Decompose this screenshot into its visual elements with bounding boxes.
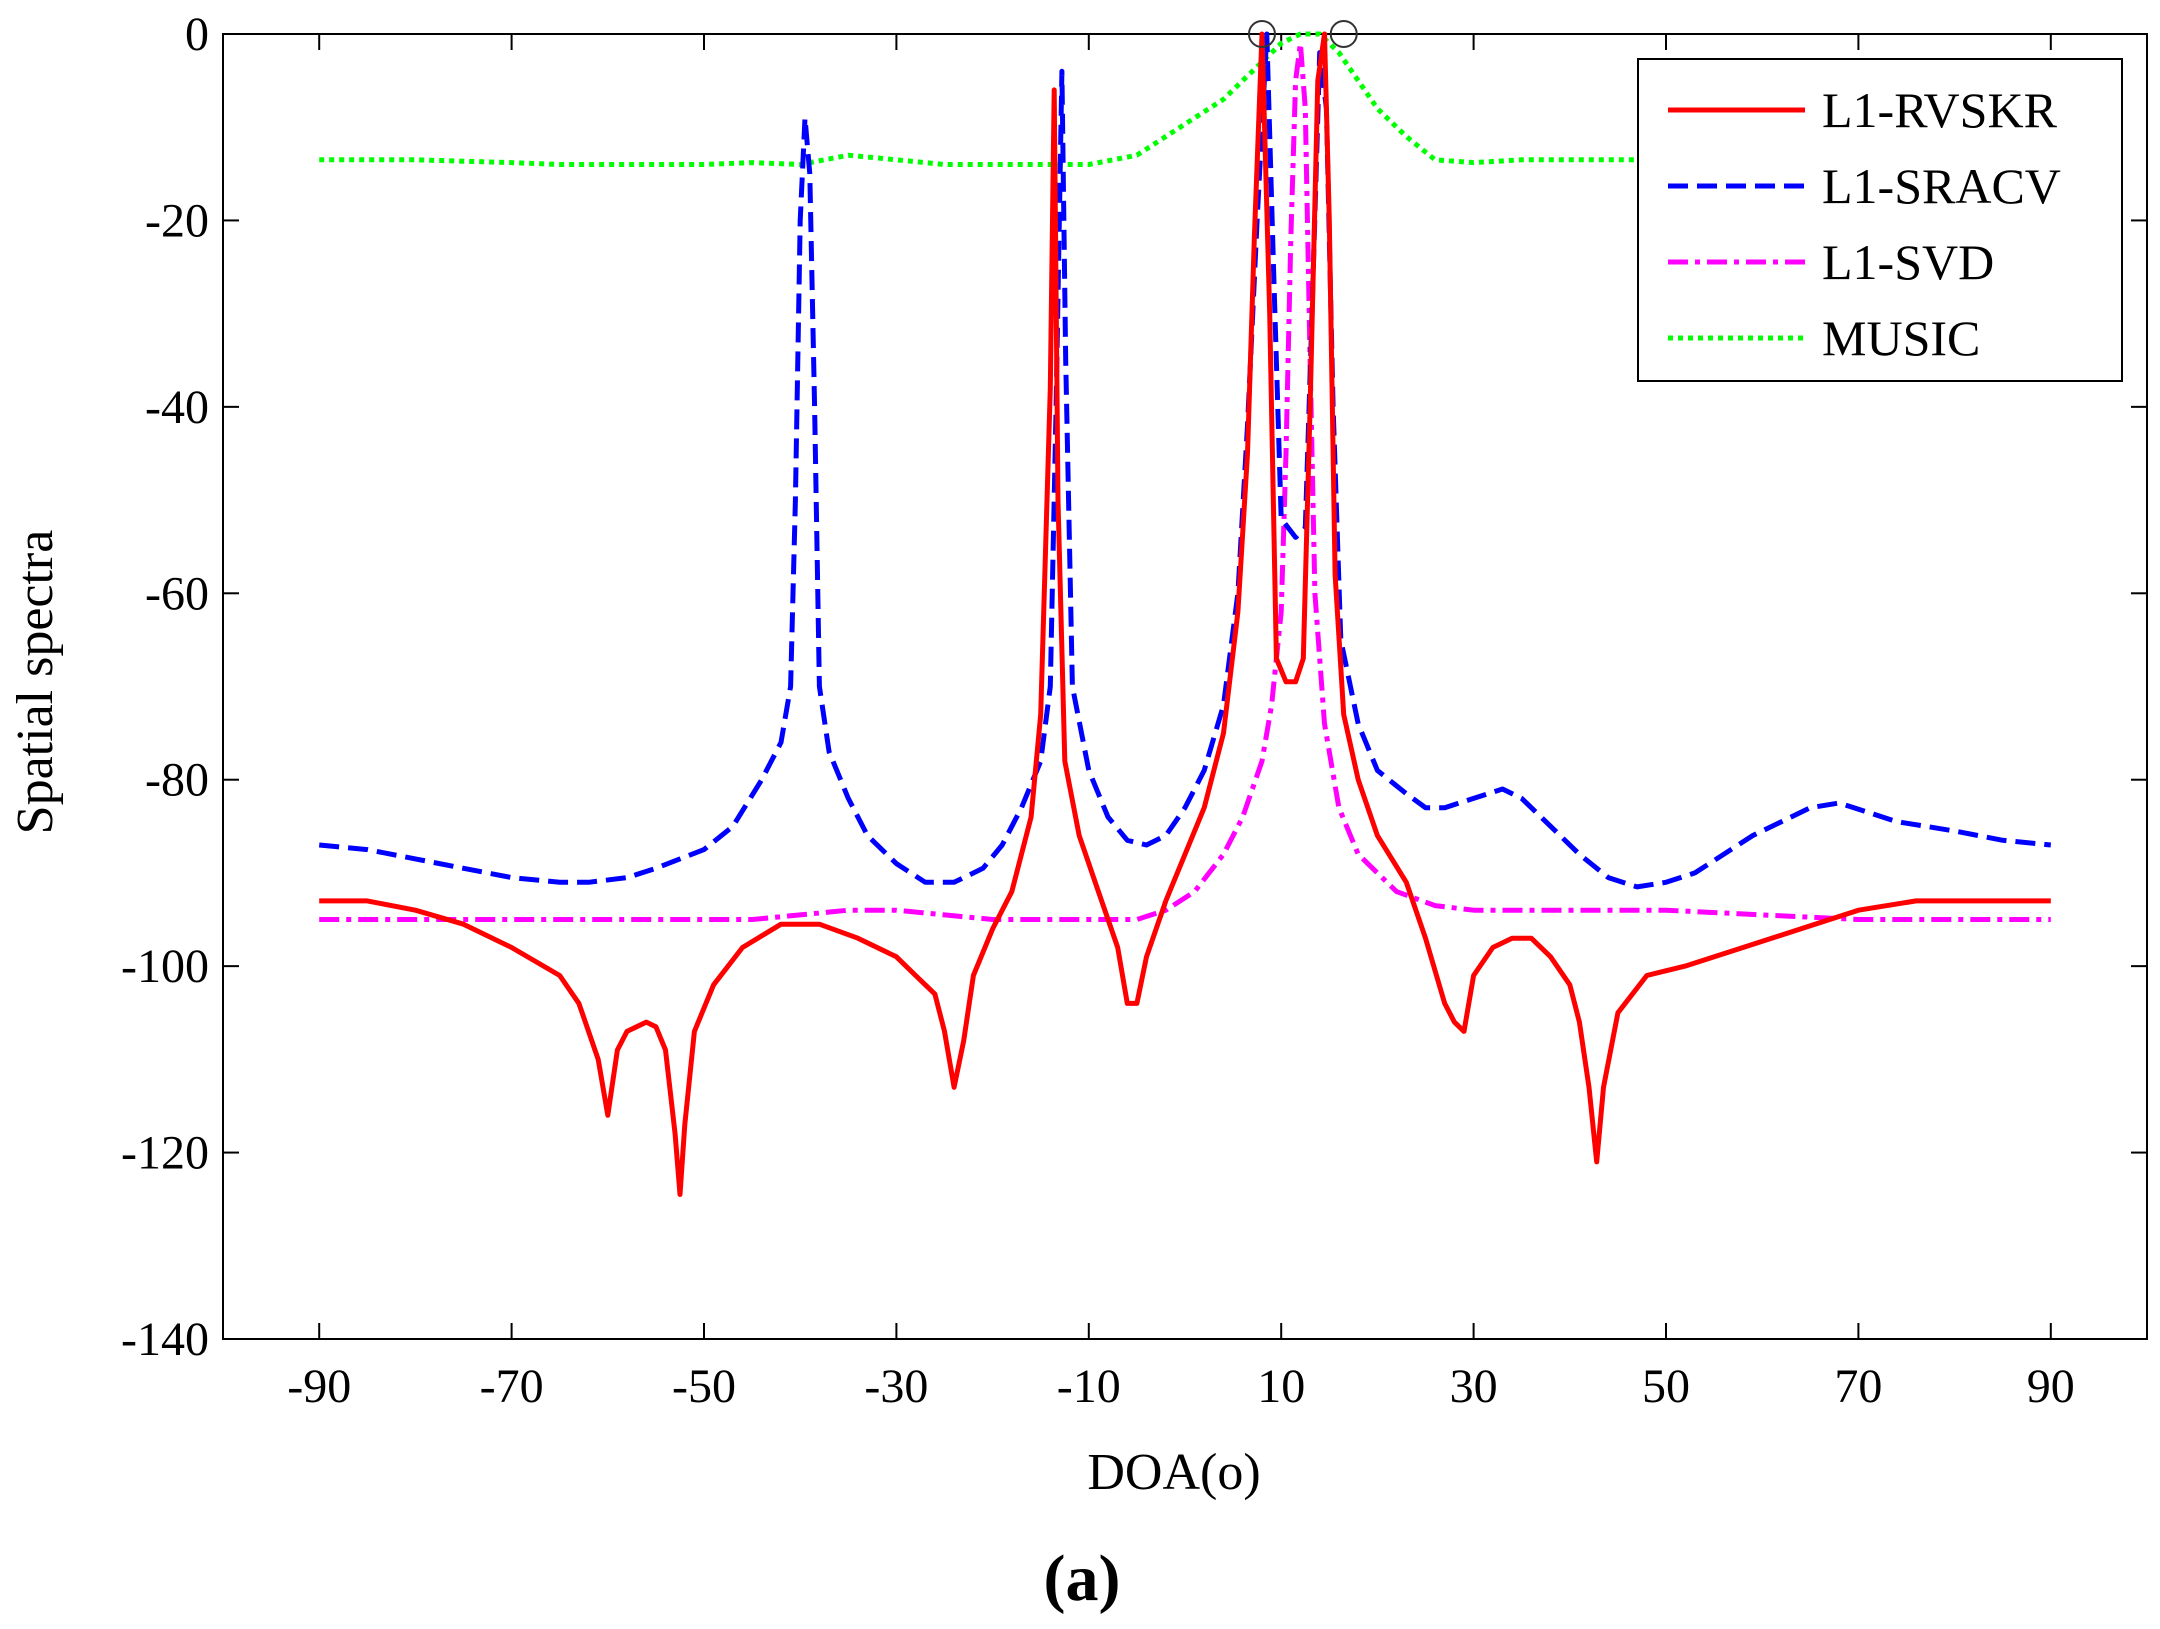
x-tick-label: 10 <box>1257 1360 1305 1413</box>
legend-box <box>1637 58 2123 382</box>
y-tick-label: -120 <box>121 1127 209 1180</box>
legend-label-music: MUSIC <box>1822 310 1980 366</box>
x-tick-label: 50 <box>1642 1360 1690 1413</box>
y-tick-label: -140 <box>121 1313 209 1366</box>
y-axis-label: Spatial spectra <box>7 530 64 835</box>
series-l1-sracv <box>318 31 2052 890</box>
x-tick-label: -10 <box>1057 1360 1121 1413</box>
axis-ticks <box>223 33 2147 1340</box>
y-tick-label: -20 <box>145 194 209 247</box>
y-tick-labels: 0 -20 -40 -60 -80 -100 -120 -140 <box>121 8 209 1366</box>
x-axis-label: DOA(o) <box>1087 1444 1260 1501</box>
legend-items: L1-RVSKR L1-SRACV L1-SVD MUSIC <box>1668 82 2061 366</box>
y-tick-label: -40 <box>145 381 209 434</box>
y-tick-label: -60 <box>145 567 209 620</box>
legend-label-l1-sracv: L1-SRACV <box>1822 158 2061 214</box>
x-tick-label: -50 <box>672 1360 736 1413</box>
y-tick-label: 0 <box>185 8 209 61</box>
x-tick-label: -70 <box>480 1360 544 1413</box>
x-tick-label: 90 <box>2027 1360 2075 1413</box>
figure-caption: (a) <box>1044 1542 1121 1615</box>
true-doa-marker-2 <box>1329 20 1358 48</box>
x-tick-labels: -90 -70 -50 -30 -10 10 30 50 70 90 <box>287 1360 2075 1413</box>
x-tick-label: -30 <box>864 1360 928 1413</box>
legend: L1-RVSKR L1-SRACV L1-SVD MUSIC <box>1637 58 2123 382</box>
series-l1-rvskr <box>319 31 2051 1197</box>
x-tick-label: 70 <box>1834 1360 1882 1413</box>
y-tick-label: -100 <box>121 940 209 993</box>
legend-label-l1-rvskr: L1-RVSKR <box>1822 82 2058 138</box>
y-tick-label: -80 <box>145 754 209 807</box>
series-layer <box>318 31 2052 1197</box>
series-music <box>319 31 2051 167</box>
x-tick-label: -90 <box>287 1360 351 1413</box>
x-tick-label: 30 <box>1450 1360 1498 1413</box>
marker-layer <box>1247 20 1358 48</box>
legend-label-l1-svd: L1-SVD <box>1822 234 1994 290</box>
true-doa-marker-1 <box>1247 20 1276 48</box>
